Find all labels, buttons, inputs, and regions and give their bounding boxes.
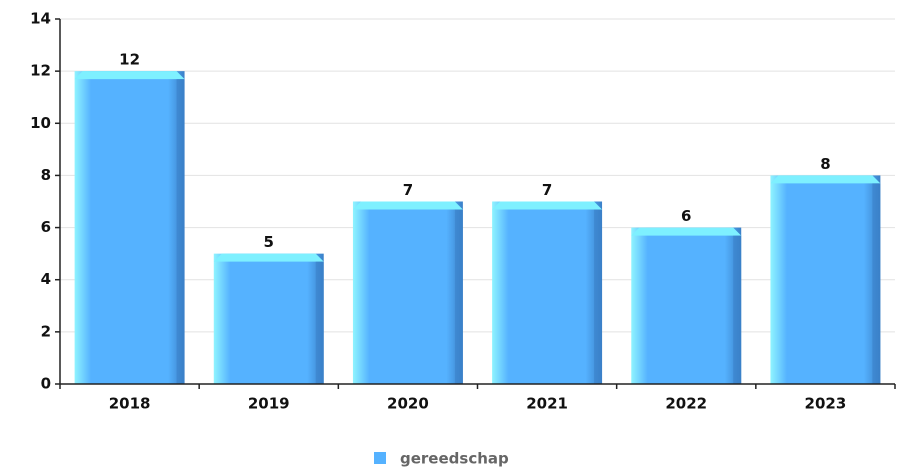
bar-cap <box>213 253 324 262</box>
y-tick-label: 6 <box>41 218 51 236</box>
legend-label: gereedschap <box>400 450 509 468</box>
bar <box>213 253 324 384</box>
bar <box>492 201 603 384</box>
legend-swatch <box>374 452 386 464</box>
bar-side <box>315 261 324 384</box>
value-label: 7 <box>403 181 413 199</box>
y-tick-label: 2 <box>41 322 51 340</box>
bar <box>631 227 742 384</box>
x-tick-label: 2022 <box>665 395 707 413</box>
bar-side <box>733 235 742 384</box>
x-tick-label: 2018 <box>109 395 151 413</box>
y-tick-label: 4 <box>41 270 51 288</box>
bar-cap <box>770 175 881 184</box>
x-tick-label: 2020 <box>387 395 429 413</box>
bar-side <box>454 209 463 384</box>
bar <box>770 175 881 384</box>
value-label: 12 <box>119 51 140 69</box>
bar <box>352 201 463 384</box>
y-tick-label: 14 <box>30 10 51 28</box>
y-tick-label: 10 <box>30 114 51 132</box>
bar-side <box>176 79 185 385</box>
x-tick-label: 2021 <box>526 395 568 413</box>
bar <box>74 71 185 385</box>
bar-side <box>872 183 881 384</box>
bar-cap <box>352 201 463 210</box>
bar-cap <box>492 201 603 210</box>
y-tick-label: 12 <box>30 62 51 80</box>
y-tick-label: 8 <box>41 166 51 184</box>
value-label: 6 <box>681 207 691 225</box>
value-label: 8 <box>820 155 830 173</box>
x-tick-label: 2019 <box>248 395 290 413</box>
bar-cap <box>74 71 185 80</box>
bar-cap <box>631 227 742 236</box>
y-tick-label: 0 <box>41 375 51 393</box>
value-label: 5 <box>264 233 274 251</box>
value-label: 7 <box>542 181 552 199</box>
x-tick-label: 2023 <box>805 395 847 413</box>
bar-side <box>594 209 603 384</box>
